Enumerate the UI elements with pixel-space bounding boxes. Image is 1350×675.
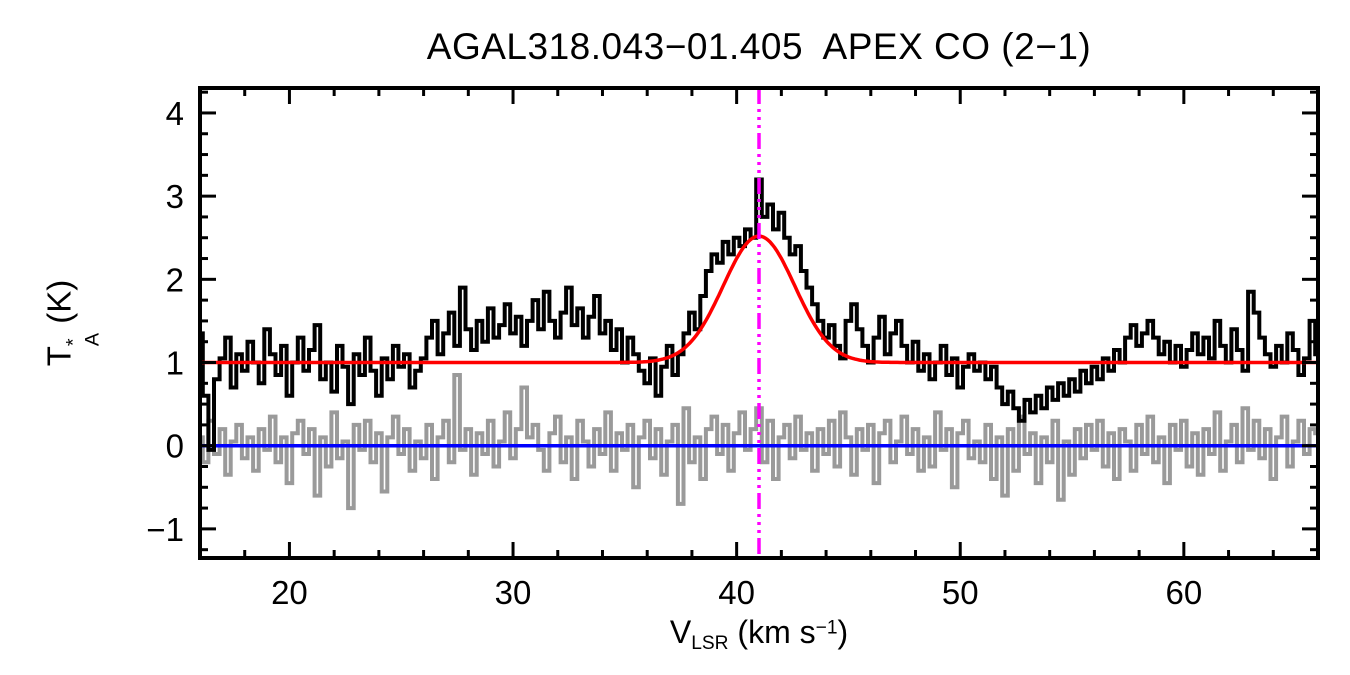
x-tick-label: 20	[271, 574, 308, 611]
y-tick-label: 2	[166, 261, 184, 298]
y-axis-title-units: (K)	[40, 279, 78, 333]
plot-frame	[198, 86, 1320, 560]
x-axis-title-superscript: −1	[815, 617, 838, 639]
x-tick-label: 60	[1165, 574, 1202, 611]
y-axis-title-scripts: * A	[62, 332, 103, 347]
x-tick-label: 50	[942, 574, 979, 611]
series-group	[200, 88, 1318, 558]
x-axis-title: VLSR (km s−1)	[200, 614, 1318, 655]
x-axis-title-close: )	[837, 614, 849, 650]
x-axis-title-symbol: V	[669, 614, 692, 650]
x-axis-title-units: (km s	[728, 614, 816, 650]
y-axis-title-superscript: *	[62, 338, 85, 347]
x-tick-label: 30	[495, 574, 532, 611]
y-tick-label: 3	[166, 178, 184, 215]
y-axis-title-symbol: T	[40, 346, 78, 367]
x-tick-label: 40	[718, 574, 755, 611]
y-axis-title-subscript: A	[80, 332, 103, 347]
x-axis-title-subscript: LSR	[691, 632, 729, 654]
plot-title: AGAL318.043−01.405 APEX CO (2−1)	[426, 26, 1092, 67]
y-tick-label: 0	[166, 428, 184, 465]
y-tick-label: −1	[146, 511, 184, 548]
y-tick-label: 1	[166, 345, 184, 382]
y-tick-label: 4	[166, 95, 184, 132]
y-axis-title: T * A (K)	[40, 280, 103, 367]
